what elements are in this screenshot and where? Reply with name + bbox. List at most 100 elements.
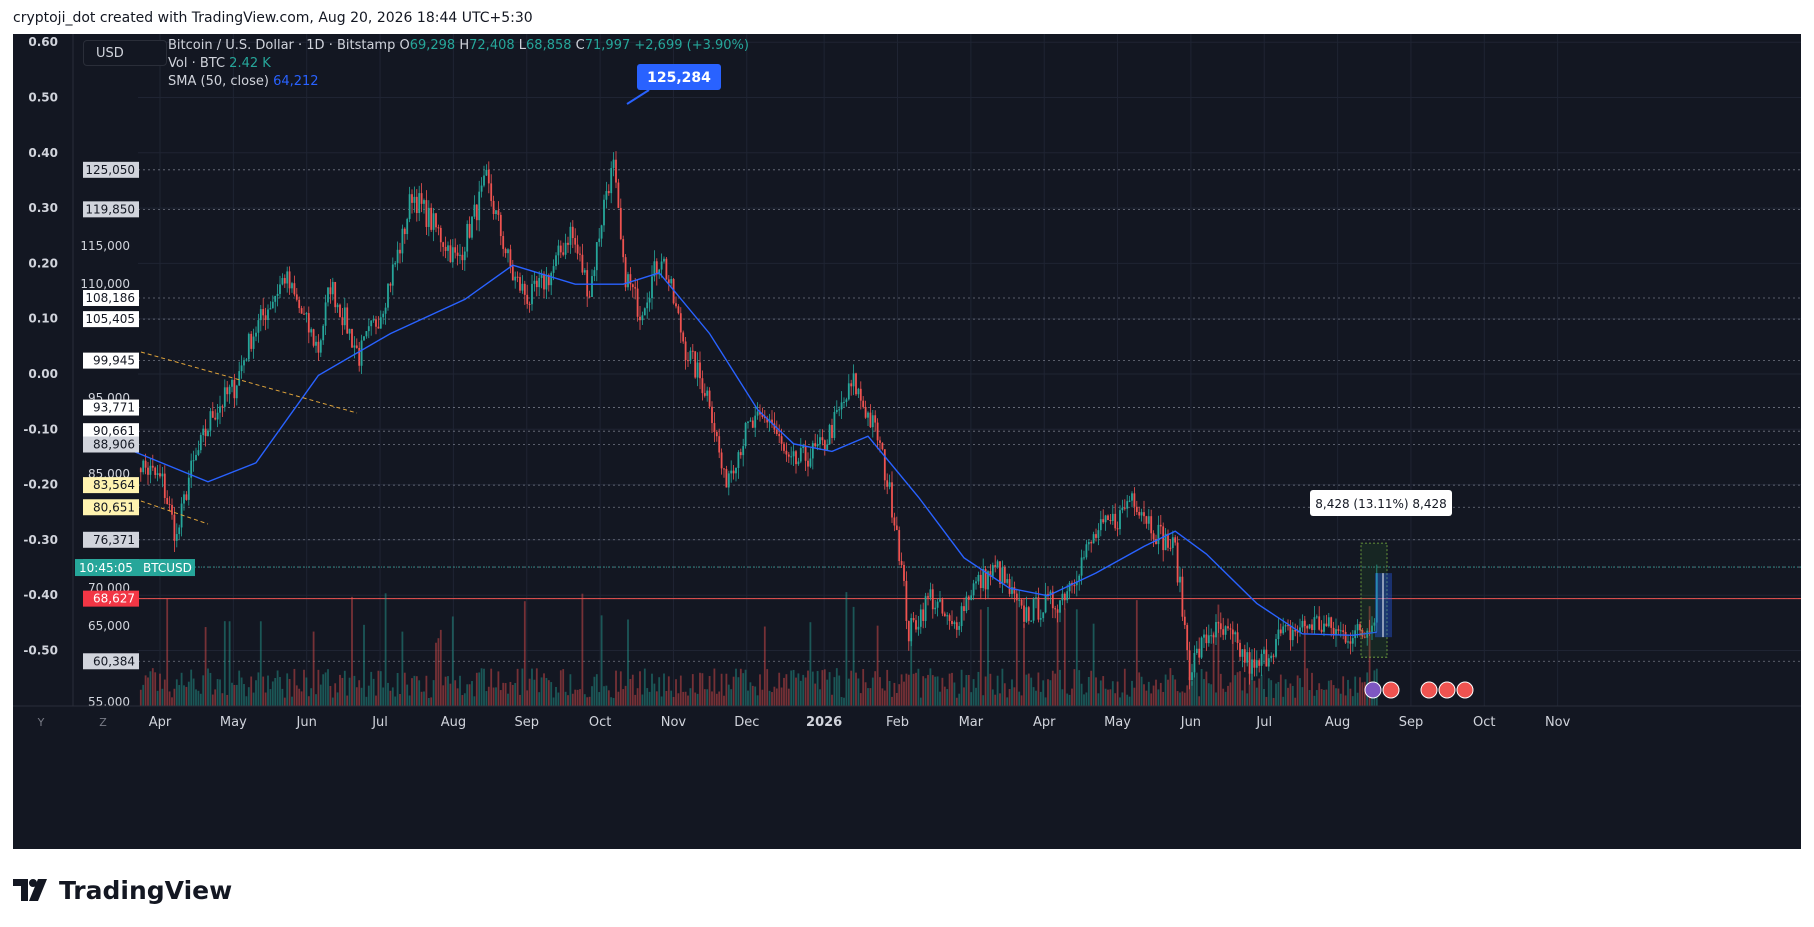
candle — [490, 183, 493, 201]
candle — [1243, 649, 1246, 663]
candle — [922, 609, 925, 621]
volume-bar — [495, 687, 497, 706]
candle — [562, 252, 565, 255]
volume-bar — [480, 668, 483, 706]
candle — [487, 169, 490, 184]
volume-bar — [346, 695, 349, 706]
candle — [658, 269, 661, 275]
volume-bar — [214, 689, 217, 706]
candle — [910, 618, 913, 642]
volume-bar — [557, 692, 560, 706]
volume-bar — [1179, 692, 1181, 706]
candle — [862, 400, 865, 407]
volume-bar — [730, 689, 733, 706]
price-level-tag: 108,186 — [85, 291, 135, 305]
candle — [1011, 587, 1013, 594]
time-axis-tick: Jul — [371, 715, 388, 730]
candle — [939, 599, 941, 602]
volume-bar — [663, 673, 665, 706]
candle — [1116, 528, 1119, 530]
candle — [715, 431, 718, 437]
volume-bar — [353, 675, 356, 706]
volume-bar — [1051, 670, 1054, 706]
legend-volume[interactable]: Vol · BTC 2.42 K — [168, 56, 271, 71]
candle — [859, 388, 862, 401]
volume-bar — [399, 694, 401, 706]
volume-bar — [317, 669, 320, 706]
volume-bar — [1020, 695, 1023, 706]
volume-bar — [1114, 693, 1117, 706]
candle — [941, 599, 944, 614]
candle — [1210, 635, 1213, 637]
legend-sma[interactable]: SMA (50, close) 64,212 — [168, 74, 319, 89]
volume-bar — [735, 668, 737, 706]
volume-bar — [1359, 677, 1361, 706]
volume-bar — [655, 691, 658, 706]
candle — [149, 465, 152, 475]
volume-bar — [252, 692, 255, 706]
volume-bar — [941, 677, 944, 706]
volume-bar — [1097, 693, 1100, 706]
candle — [1047, 593, 1049, 595]
tradingview-logo-icon — [13, 879, 47, 901]
candle — [355, 345, 358, 348]
candle — [600, 225, 603, 239]
volume-bar — [857, 678, 860, 706]
candle — [651, 276, 653, 299]
volume-bar — [391, 687, 394, 706]
candle — [267, 309, 269, 320]
candle — [259, 309, 262, 321]
volume-bar — [257, 672, 260, 706]
candle — [271, 301, 274, 309]
candle — [953, 622, 956, 624]
volume-bar — [723, 695, 725, 706]
candle — [603, 199, 605, 226]
volume-bar — [1318, 683, 1321, 706]
candle — [209, 411, 212, 431]
price-chart[interactable]: 8,428 (13.11%) 8,428 125,284 0.60 0.50 0.40 0… — [13, 34, 1801, 849]
volume-bar — [617, 691, 620, 706]
candle — [826, 444, 829, 451]
volume-bar — [859, 693, 862, 706]
candle — [903, 564, 905, 581]
volume-bar — [396, 672, 399, 706]
volume-bar — [1121, 692, 1124, 706]
tradingview-logo[interactable]: TradingView — [13, 870, 232, 910]
candle — [711, 406, 713, 424]
volume-bar — [351, 596, 353, 706]
candle — [1296, 631, 1299, 633]
current-time-tag: 10:45:05 — [79, 561, 133, 575]
chart-panel[interactable]: 8,428 (13.11%) 8,428 125,284 0.60 0.50 0.40 0… — [13, 34, 1801, 849]
volume-bar — [684, 691, 687, 706]
volume-bar — [1015, 599, 1018, 706]
volume-bar — [1351, 696, 1354, 706]
volume-bar — [771, 692, 773, 706]
candle — [1239, 642, 1241, 657]
volume-bar — [1107, 689, 1109, 706]
currency-button[interactable]: USD — [83, 40, 167, 66]
volume-bar — [1222, 688, 1225, 706]
candle — [1306, 625, 1309, 629]
volume-bar — [199, 693, 202, 706]
volume-bar — [382, 687, 385, 706]
volume-bar — [207, 668, 209, 706]
volume-bar — [975, 687, 977, 706]
candle — [653, 261, 656, 277]
volume-bar — [792, 669, 795, 706]
volume-bar — [183, 685, 185, 706]
price-level-tag: 83,564 — [93, 478, 135, 492]
volume-bar — [1287, 687, 1289, 706]
volume-bar — [1044, 697, 1047, 706]
candle — [499, 214, 502, 237]
candle — [900, 561, 903, 565]
volume-bar — [528, 678, 531, 706]
volume-bar — [1131, 680, 1133, 706]
volume-bar — [1332, 685, 1335, 706]
volume-bar — [691, 674, 694, 706]
percent-axis-tick: 0.30 — [28, 201, 58, 215]
volume-bar — [300, 691, 303, 706]
legend-symbol[interactable]: Bitcoin / U.S. Dollar · 1D · Bitstamp — [168, 38, 396, 53]
candle — [1330, 617, 1333, 628]
volume-bar — [1191, 681, 1193, 706]
candle — [773, 423, 776, 430]
